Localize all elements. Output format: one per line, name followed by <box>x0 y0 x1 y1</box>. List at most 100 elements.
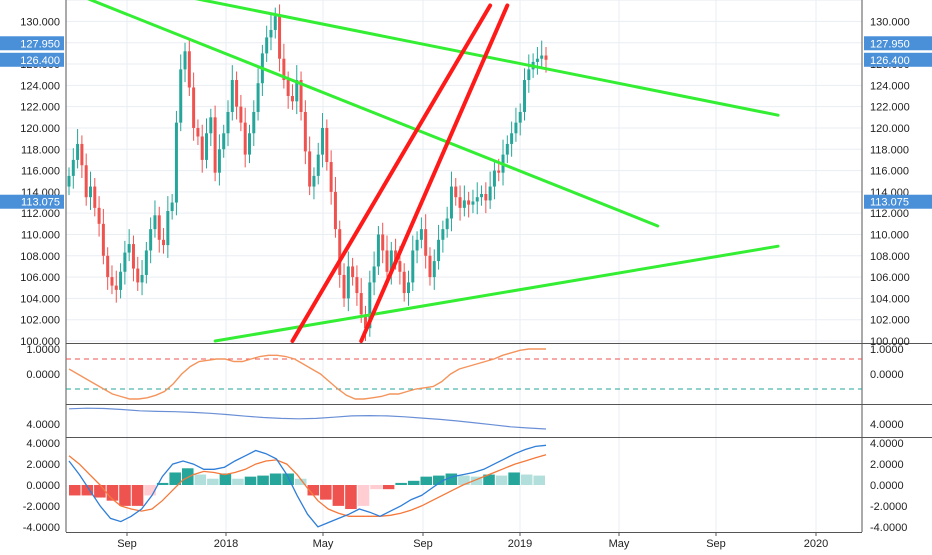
candle-body <box>432 261 436 278</box>
candle-body <box>299 80 303 112</box>
price-tag-left <box>0 36 64 51</box>
x-tick-label: 2019 <box>508 538 532 550</box>
candle-body <box>256 83 260 112</box>
y-tick-left: 120.000 <box>20 123 60 135</box>
candle-body <box>462 200 466 208</box>
osc-tick-right: 0.0000 <box>870 369 904 381</box>
candle-body <box>114 285 118 290</box>
candle-body <box>101 223 105 256</box>
candle-body <box>544 55 548 60</box>
candle-body <box>80 143 84 166</box>
candle-body <box>454 186 458 198</box>
candle-body <box>179 69 183 123</box>
candle-body <box>437 239 441 262</box>
candle-body <box>226 111 230 134</box>
oscillator-line <box>68 348 546 400</box>
candle-body <box>424 229 428 256</box>
candle-body <box>449 186 453 219</box>
candle-body <box>415 239 419 251</box>
candle-body <box>282 58 286 81</box>
osc-tick-left: 1.0000 <box>26 344 60 356</box>
candle-body <box>174 122 178 203</box>
macd-histogram-bar <box>508 472 520 485</box>
macd-histogram-bar <box>445 473 458 485</box>
candle-body <box>359 293 363 315</box>
y-tick-left: 124.000 <box>20 80 60 92</box>
y-tick-left: 106.000 <box>20 272 60 284</box>
candle-body <box>364 314 368 329</box>
candle-body <box>505 143 509 155</box>
macd-histogram-bar <box>156 482 169 485</box>
candle-body <box>247 133 251 155</box>
x-tick-label: Sep <box>413 538 433 550</box>
price-tag-left <box>0 194 64 209</box>
price-tags: 127.950 127.950 126.400 126.400 113.075 113.0… <box>0 36 932 209</box>
candle-body <box>484 194 488 201</box>
candle-body <box>480 194 484 198</box>
candle-body <box>162 239 166 246</box>
candle-body <box>308 151 312 187</box>
candle-body <box>295 80 299 102</box>
trendlines[interactable] <box>65 0 780 343</box>
candle-body <box>419 229 423 240</box>
price-tag-label: 126.400 <box>20 55 60 67</box>
candle-body <box>518 111 522 123</box>
candle-body <box>325 127 329 163</box>
price-tag-right <box>864 194 932 209</box>
macd-tick-right: 0.0000 <box>870 480 904 492</box>
candle-body <box>183 51 187 70</box>
macd-histogram-bar <box>144 485 156 496</box>
y-tick-left: 112.000 <box>21 208 60 220</box>
candle-body <box>458 197 462 208</box>
price-tag-label: 126.400 <box>870 55 910 67</box>
macd-histogram-bar <box>207 478 219 485</box>
macd-histogram-bar <box>420 476 433 485</box>
candle-body <box>475 197 479 202</box>
trendline-red <box>290 3 493 343</box>
macd-histogram-bar <box>520 474 533 485</box>
macd-tick-left: 4.0000 <box>26 438 60 450</box>
macd-histogram-bar <box>131 485 144 506</box>
candle-body <box>540 55 544 59</box>
x-tick-label: 2018 <box>214 538 238 550</box>
band-tick-left: 4.0000 <box>26 419 60 431</box>
y-tick-right: 120.000 <box>870 123 910 135</box>
candle-body <box>389 250 393 272</box>
macd-tick-right: 2.0000 <box>870 459 904 471</box>
candle-body <box>252 111 256 134</box>
candle-body <box>196 127 200 137</box>
candle-body <box>213 117 217 173</box>
y-tick-right: 116.000 <box>870 166 909 178</box>
macd-histogram-bar <box>169 472 181 485</box>
candle-body <box>119 271 123 290</box>
macd-histogram-bar <box>357 485 370 506</box>
y-tick-right: 118.000 <box>870 144 909 156</box>
candle-body <box>187 51 191 88</box>
macd-histogram-bar <box>332 485 345 506</box>
macd-histogram-bar <box>495 475 508 485</box>
macd-histogram-bar <box>307 485 320 496</box>
candle-body <box>471 201 475 205</box>
candle-body <box>346 266 350 299</box>
price-tag-left <box>0 52 64 67</box>
price-tag-label: 113.075 <box>21 197 60 209</box>
candle-body <box>492 170 496 187</box>
candle-body <box>131 244 135 269</box>
candle-body <box>84 165 88 198</box>
macd-tick-left: 2.0000 <box>26 459 60 471</box>
price-tag-right <box>864 52 932 67</box>
y-tick-right: 100.000 <box>870 336 910 348</box>
macd-histogram-bar <box>294 478 307 485</box>
candle-body <box>192 87 196 128</box>
candle-body <box>110 277 114 286</box>
osc-tick-right: 1.0000 <box>870 344 904 356</box>
y-tick-left: 118.000 <box>21 144 60 156</box>
candle-body <box>222 133 226 150</box>
candle-body <box>269 29 273 38</box>
macd-histogram-bar <box>382 485 395 490</box>
candle-body <box>140 274 144 283</box>
candle-body <box>230 80 234 112</box>
candle-body <box>166 211 170 246</box>
